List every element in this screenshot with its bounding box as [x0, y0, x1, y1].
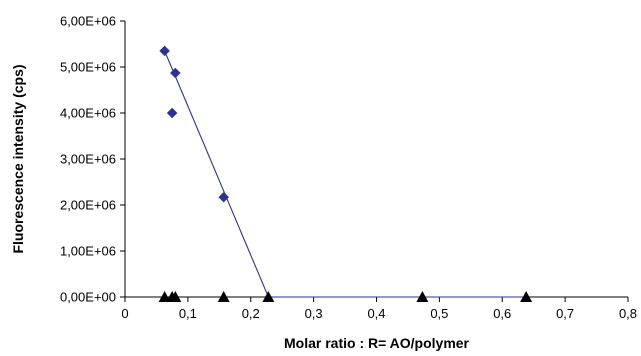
- triangle-point: [169, 291, 182, 302]
- y-axis-title: Fluorescence intensity (cps): [10, 64, 26, 253]
- x-tick-label: 0,8: [619, 306, 637, 321]
- axes: [124, 21, 628, 298]
- triangle-point: [262, 291, 275, 302]
- x-tick-label: 0: [121, 306, 128, 321]
- y-tick-label: 2,00E+06: [60, 198, 116, 213]
- fit-line: [164, 50, 528, 298]
- y-tick-label: 6,00E+06: [60, 14, 116, 29]
- triangle-point: [416, 291, 429, 302]
- x-tick-label: 0,7: [556, 306, 574, 321]
- fit-lines: [164, 50, 528, 298]
- x-tick-label: 0,6: [493, 306, 511, 321]
- y-tick-label: 1,00E+06: [60, 244, 116, 259]
- x-tick-label: 0,3: [305, 306, 323, 321]
- diamond-point: [218, 191, 230, 203]
- x-tick-label: 0,4: [367, 306, 385, 321]
- x-tick-label: 0,5: [430, 306, 448, 321]
- x-tick-label: 0,2: [242, 306, 260, 321]
- diamond-point: [166, 107, 178, 119]
- y-tick-label: 4,00E+06: [60, 106, 116, 121]
- y-tick-label: 5,00E+06: [60, 60, 116, 75]
- x-ticks: 0 0,1 0,2 0,3 0,4 0,5 0,6 0,7 0,8: [121, 297, 637, 321]
- data-points: [158, 45, 533, 302]
- diamond-point: [169, 67, 181, 79]
- x-axis-title: Molar ratio : R= AO/polymer: [284, 335, 470, 351]
- triangle-point: [158, 291, 171, 302]
- y-tick-label: 3,00E+06: [60, 152, 116, 167]
- y-axis-title-group: Fluorescence intensity (cps): [10, 64, 26, 253]
- y-ticks: 0,00E+00 1,00E+06 2,00E+06 3,00E+06 4,00E+06…: [60, 14, 125, 305]
- triangle-point: [520, 291, 533, 302]
- y-tick-label: 0,00E+00: [60, 290, 116, 305]
- triangle-point: [217, 291, 230, 302]
- x-tick-label: 0,1: [179, 306, 197, 321]
- diamond-point: [159, 45, 170, 57]
